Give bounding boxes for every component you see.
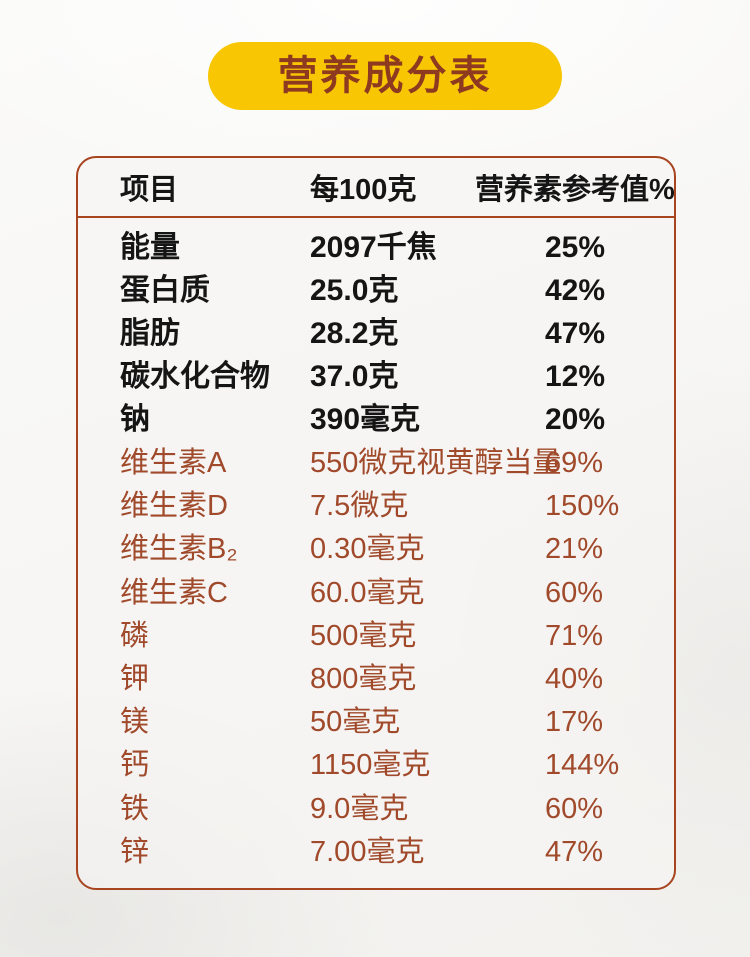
- amount-per-100g: 9.0毫克: [310, 792, 409, 825]
- table-row: 镁 50毫克 17%: [78, 701, 674, 744]
- item-name: 能量: [120, 230, 180, 264]
- column-header-per-100g: 每100克: [310, 174, 417, 206]
- column-header-nrv-percent: 营养素参考值%: [475, 174, 675, 206]
- item-name: 镁: [120, 706, 150, 739]
- amount-per-100g: 28.2克: [310, 316, 399, 350]
- item-name: 钙: [120, 749, 150, 782]
- column-header-item: 项目: [120, 174, 179, 206]
- amount-per-100g: 390毫克: [310, 403, 421, 437]
- nrv-percent: 12%: [545, 360, 606, 394]
- nrv-percent: 60%: [545, 576, 604, 609]
- table-row: 维生素A 550微克视黄醇当量 69%: [78, 442, 674, 485]
- item-name: 铁: [120, 792, 150, 825]
- amount-per-100g: 550微克视黄醇当量: [310, 447, 562, 480]
- amount-per-100g: 2097千焦: [310, 230, 437, 264]
- nrv-percent: 17%: [545, 706, 604, 739]
- amount-per-100g: 800毫克: [310, 662, 417, 695]
- item-name: 脂肪: [120, 316, 180, 350]
- nrv-percent: 25%: [545, 230, 606, 264]
- table-row: 钾 800毫克 40%: [78, 658, 674, 701]
- table-row: 磷 500毫克 71%: [78, 615, 674, 658]
- item-name: 钾: [120, 662, 150, 695]
- nrv-percent: 47%: [545, 835, 604, 868]
- table-row: 碳水化合物 37.0克 12%: [78, 356, 674, 399]
- title-badge: 营养成分表: [208, 42, 562, 110]
- nrv-percent: 47%: [545, 316, 606, 350]
- table-row: 蛋白质 25.0克 42%: [78, 269, 674, 312]
- nrv-percent: 21%: [545, 533, 604, 566]
- item-name: 维生素D: [120, 490, 228, 523]
- nrv-percent: 71%: [545, 619, 604, 652]
- nrv-percent: 42%: [545, 273, 606, 307]
- table-rows: 能量 2097千焦 25% 蛋白质 25.0克 42% 脂肪 28.2克 47% 碳水化合物 37.…: [78, 218, 674, 874]
- item-name: 锌: [120, 835, 150, 868]
- table-row: 钙 1150毫克 144%: [78, 744, 674, 787]
- amount-per-100g: 60.0毫克: [310, 576, 425, 609]
- nrv-percent: 69%: [545, 447, 604, 480]
- table-row: 钠 390毫克 20%: [78, 399, 674, 442]
- amount-per-100g: 7.00毫克: [310, 835, 425, 868]
- table-row: 维生素D 7.5微克 150%: [78, 485, 674, 528]
- table-row: 维生素C 60.0毫克 60%: [78, 572, 674, 615]
- item-name: 维生素C: [120, 576, 228, 609]
- item-name: 蛋白质: [120, 273, 210, 307]
- amount-per-100g: 25.0克: [310, 273, 399, 307]
- table-row: 脂肪 28.2克 47%: [78, 312, 674, 355]
- table-header-row: 项目 每100克 营养素参考值%: [78, 158, 674, 218]
- nutrition-table: 项目 每100克 营养素参考值% 能量 2097千焦 25% 蛋白质 25.0克 42% 脂…: [76, 156, 676, 890]
- item-name: 碳水化合物: [120, 360, 270, 394]
- amount-per-100g: 37.0克: [310, 360, 399, 394]
- amount-per-100g: 1150毫克: [310, 749, 431, 782]
- item-name: 钠: [120, 403, 150, 437]
- table-row: 铁 9.0毫克 60%: [78, 787, 674, 830]
- nrv-percent: 20%: [545, 403, 606, 437]
- table-row: 锌 7.00毫克 47%: [78, 831, 674, 874]
- amount-per-100g: 0.30毫克: [310, 533, 425, 566]
- table-row: 维生素B₂ 0.30毫克 21%: [78, 528, 674, 571]
- item-name: 维生素A: [120, 447, 227, 480]
- amount-per-100g: 500毫克: [310, 619, 417, 652]
- nrv-percent: 144%: [545, 749, 620, 782]
- table-row: 能量 2097千焦 25%: [78, 226, 674, 269]
- item-name: 磷: [120, 619, 150, 652]
- item-name: 维生素B₂: [120, 533, 238, 566]
- nrv-percent: 60%: [545, 792, 604, 825]
- amount-per-100g: 7.5微克: [310, 490, 409, 523]
- nrv-percent: 150%: [545, 490, 620, 523]
- nrv-percent: 40%: [545, 662, 604, 695]
- page-title: 营养成分表: [277, 54, 493, 98]
- amount-per-100g: 50毫克: [310, 706, 401, 739]
